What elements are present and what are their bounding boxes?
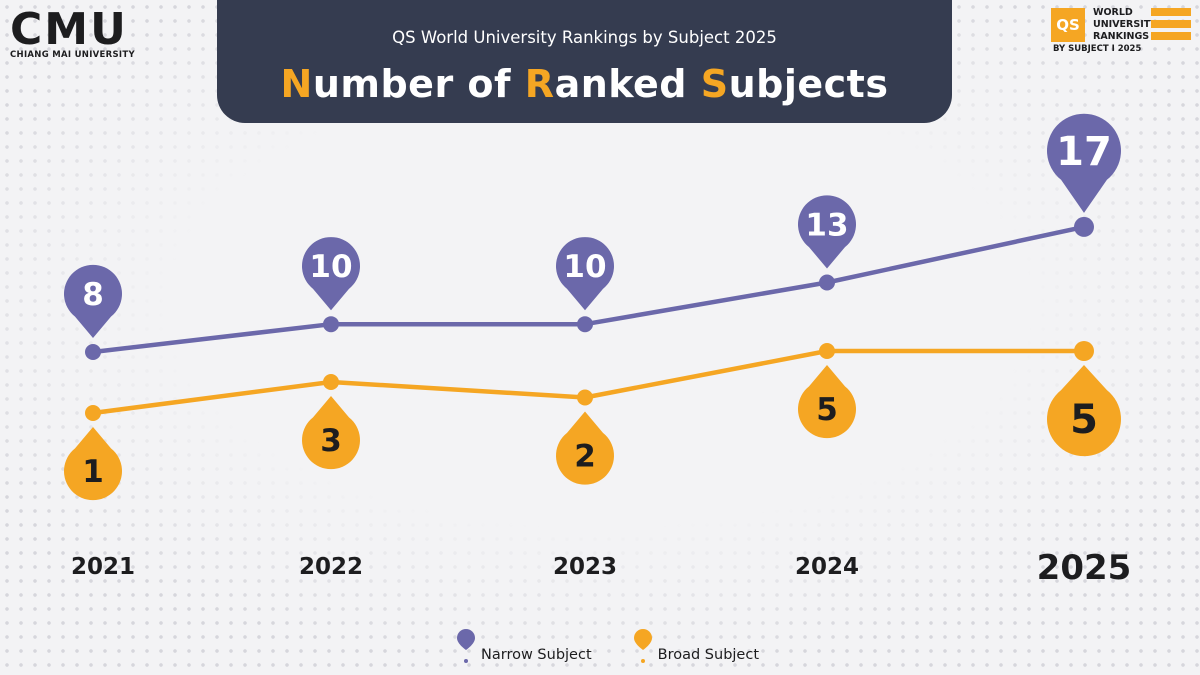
qs-line-university: UNIVERSITY [1093, 19, 1158, 30]
x-tick-label: 2022 [299, 554, 363, 580]
broad-subject-data-label: 1 [82, 454, 104, 490]
broad-subject-pin: 1 [64, 427, 122, 501]
qs-logo-box: QS [1051, 8, 1085, 42]
legend-label-narrow: Narrow Subject [481, 647, 592, 663]
legend-item-broad: Broad Subject [632, 625, 759, 665]
narrow-subject-pin: 17 [1047, 113, 1122, 213]
chart-legend: Narrow Subject Broad Subject [455, 625, 759, 665]
qs-badge-text: WORLD UNIVERSITY RANKINGS [1093, 7, 1157, 43]
broad-subject-data-label: 5 [1070, 397, 1098, 443]
title-part-2: anked [554, 62, 701, 106]
broad-subject-pin: 3 [302, 396, 361, 470]
broad-subject-pin: 2 [556, 411, 614, 485]
qs-line-world: WORLD [1093, 7, 1133, 18]
page-title: Number of Ranked Subjects [217, 62, 952, 106]
broad-subject-point [1074, 341, 1094, 361]
narrow-subject-point [1074, 216, 1094, 237]
narrow-subject-pin: 10 [556, 237, 614, 311]
narrow-subject-data-label: 17 [1056, 129, 1112, 175]
broad-subject-pin: 5 [798, 365, 856, 439]
narrow-subject-data-label: 13 [805, 208, 848, 244]
title-part-3: ubjects [728, 62, 889, 106]
narrow-subject-pin: 8 [64, 264, 122, 338]
narrow-subject-point [323, 316, 339, 333]
narrow-subject-point [577, 316, 593, 333]
cmu-logo: CMU CHIANG MAI UNIVERSITY [10, 8, 140, 61]
legend-item-narrow: Narrow Subject [455, 625, 592, 665]
logo-letter-u: U [90, 4, 128, 55]
title-accent-n: N [280, 62, 313, 106]
qs-badge-footer: BY SUBJECT I 2025 [1053, 44, 1142, 54]
x-tick-label: 2023 [553, 554, 617, 580]
title-accent-r: R [524, 62, 555, 106]
broad-subject-point [85, 405, 101, 421]
legend-label-broad: Broad Subject [657, 647, 760, 663]
qs-line-rankings: RANKINGS [1093, 31, 1150, 42]
narrow-subject-data-label: 8 [82, 277, 104, 313]
broad-subject-pin: 5 [1047, 365, 1122, 457]
broad-subject-data-label: 3 [320, 423, 342, 459]
cmu-logo-mark: CMU [10, 8, 140, 52]
logo-letter-c: C [10, 4, 45, 55]
x-tick-label: 2021 [71, 554, 135, 580]
narrow-subject-data-label: 10 [309, 249, 352, 285]
title-accent-s: S [700, 62, 729, 106]
qs-badge-bars [1151, 8, 1191, 44]
broad-subject-point [323, 374, 339, 390]
broad-subject-point [819, 343, 835, 359]
narrow-subject-point [819, 274, 835, 291]
x-tick-label: 2024 [795, 554, 859, 580]
broad-subject-data-label: 2 [574, 439, 596, 475]
title-part-1: umber of [312, 62, 525, 106]
x-tick-label: 2025 [1037, 548, 1132, 588]
logo-letter-m: M [44, 4, 91, 55]
broad-subject-data-label: 5 [816, 392, 838, 428]
qs-rankings-badge: QS WORLD UNIVERSITY RANKINGS BY SUBJECT … [1051, 7, 1191, 58]
narrow-pin-icon [457, 629, 475, 663]
cmu-logo-subtitle: CHIANG MAI UNIVERSITY [10, 50, 135, 60]
narrow-subject-point [85, 344, 101, 360]
narrow-subject-pin: 10 [302, 237, 361, 311]
broad-subject-point [577, 389, 593, 406]
header-banner: QS World University Rankings by Subject … [217, 0, 952, 123]
narrow-subject-data-label: 10 [563, 249, 606, 285]
broad-pin-icon [633, 629, 652, 663]
header-subtitle: QS World University Rankings by Subject … [392, 28, 777, 47]
narrow-subject-pin: 13 [798, 195, 856, 269]
